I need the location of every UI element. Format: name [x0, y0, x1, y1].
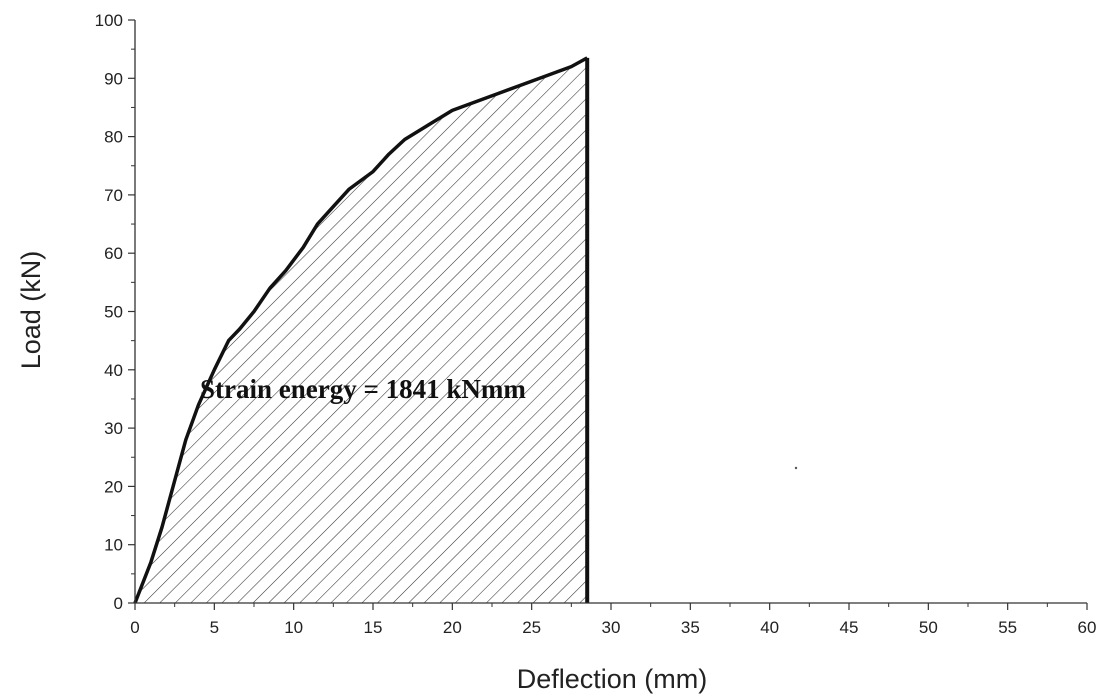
x-tick-label: 15 — [364, 618, 383, 637]
x-tick-label: 20 — [443, 618, 462, 637]
load-deflection-curve — [133, 56, 589, 604]
labels-layer: 0 5 10 15 20 25 30 35 40 45 50 55 60 0 10 20 30 40 50 60 70 8… — [95, 11, 1097, 637]
hatched-area — [135, 57, 588, 603]
x-tick-label: 50 — [919, 618, 938, 637]
x-tick-label: 60 — [1078, 618, 1097, 637]
ticks-layer — [128, 19, 1088, 610]
x-tick-label: 10 — [284, 618, 303, 637]
x-tick-label: 25 — [522, 618, 541, 637]
x-tick-label: 30 — [602, 618, 621, 637]
y-tick-label: 60 — [104, 244, 123, 263]
y-axis-title: Load (kN) — [16, 251, 46, 370]
x-tick-label: 45 — [840, 618, 859, 637]
strain-energy-annotation: Strain energy = 1841 kNmm — [200, 374, 526, 404]
y-tick-label: 100 — [95, 11, 123, 30]
hatched-area-layer — [135, 57, 588, 603]
y-tick-label: 70 — [104, 186, 123, 205]
curve-layer — [133, 56, 590, 604]
y-tick-label: 20 — [104, 477, 123, 496]
y-tick-label: 10 — [104, 536, 123, 555]
x-tick-label: 35 — [681, 618, 700, 637]
x-axis-title: Deflection (mm) — [517, 664, 708, 694]
y-tick-label: 90 — [104, 69, 123, 88]
y-tick-label: 0 — [114, 594, 123, 613]
y-tick-label: 40 — [104, 361, 123, 380]
x-tick-label: 55 — [998, 618, 1017, 637]
y-tick-label: 50 — [104, 303, 123, 322]
stray-dot — [794, 466, 798, 470]
y-tick-label: 30 — [104, 419, 123, 438]
y-tick-label: 80 — [104, 128, 123, 147]
x-tick-label: 40 — [760, 618, 779, 637]
x-tick-label: 5 — [210, 618, 219, 637]
x-tick-label: 0 — [130, 618, 139, 637]
